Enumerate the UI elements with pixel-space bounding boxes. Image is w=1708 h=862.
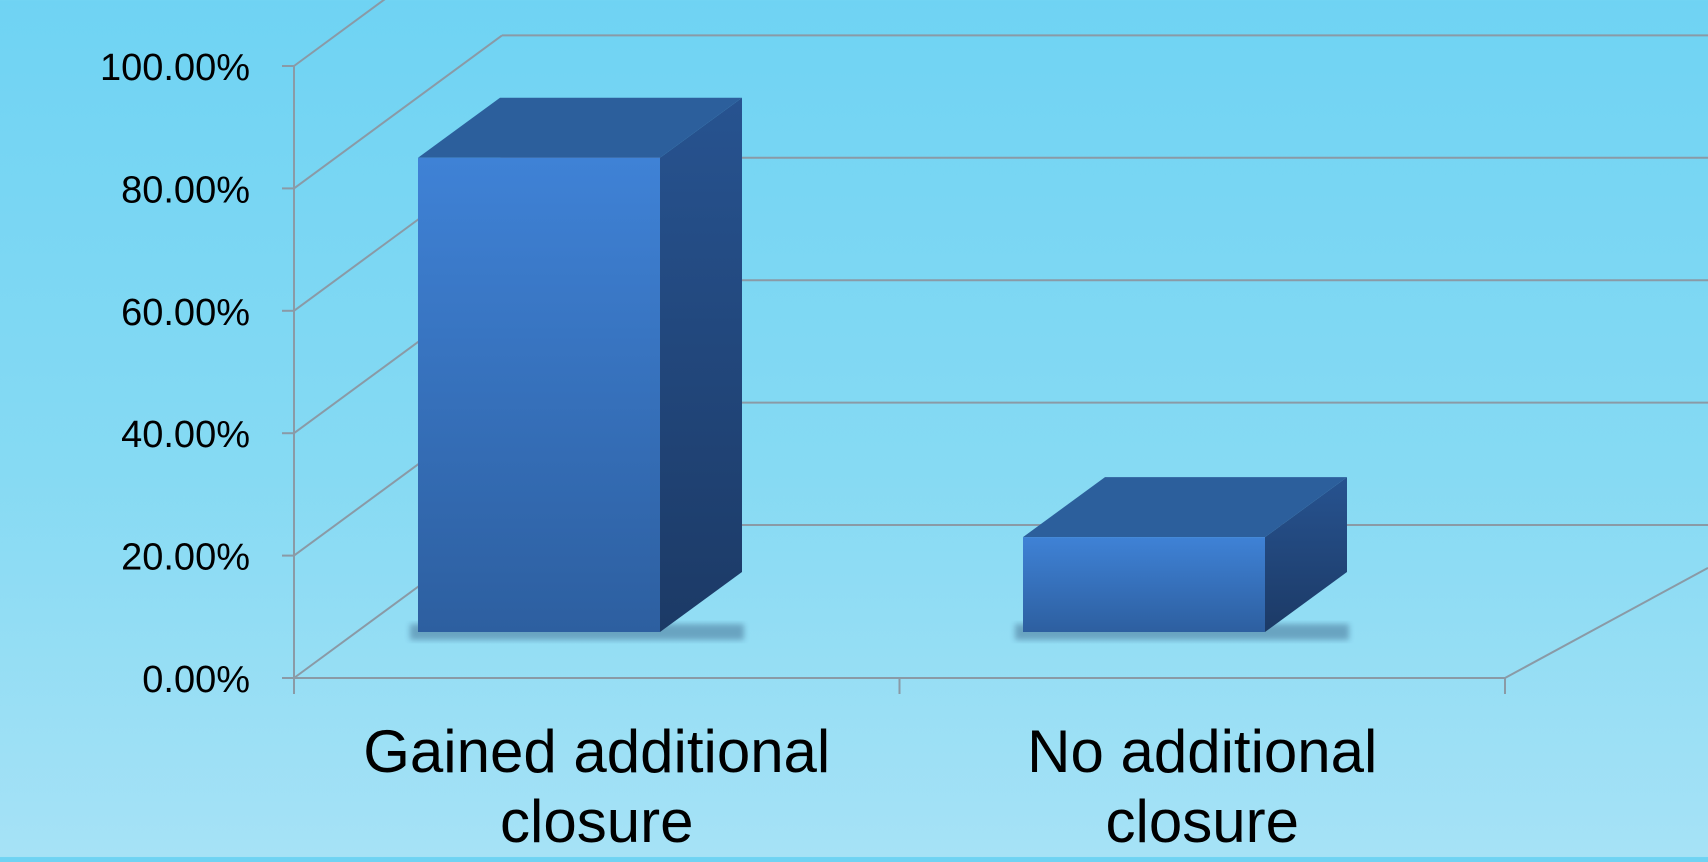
x-category-label: closure xyxy=(1106,788,1299,855)
y-tick-label: 100.00% xyxy=(100,47,250,89)
y-tick-label: 20.00% xyxy=(121,537,250,579)
gridline-diagonal xyxy=(293,34,503,190)
axes xyxy=(282,65,1708,694)
floor-right-edge xyxy=(1504,566,1708,679)
bar xyxy=(1015,477,1349,640)
bar-side xyxy=(660,97,742,632)
bar-front xyxy=(1023,537,1265,632)
y-tick-label: 60.00% xyxy=(121,292,250,334)
labels: 0.00% 20.00% 40.00% 60.00% 80.00% 100.00% Gain… xyxy=(100,47,1377,855)
y-tick-label: 0.00% xyxy=(142,659,250,701)
bar-top xyxy=(418,97,742,158)
bar-top xyxy=(1023,477,1347,538)
bars xyxy=(410,97,1349,640)
gridline-diagonal xyxy=(293,0,386,67)
x-category-label: closure xyxy=(500,788,693,855)
bar-front xyxy=(418,157,660,632)
x-category-label: Gained additional xyxy=(363,718,830,785)
bar-side xyxy=(1265,477,1347,632)
x-category-label: No additional xyxy=(1027,718,1377,785)
bar xyxy=(410,97,744,640)
y-tick-label: 80.00% xyxy=(121,169,250,211)
y-tick-label: 40.00% xyxy=(121,414,250,456)
